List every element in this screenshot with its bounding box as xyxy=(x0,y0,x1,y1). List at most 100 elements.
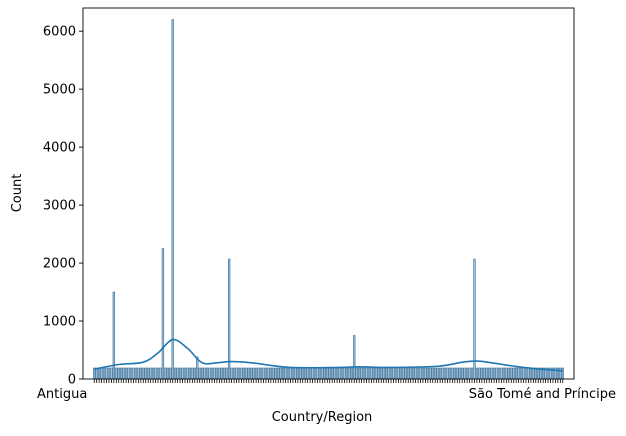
histogram-bar xyxy=(218,367,221,380)
histogram-bar xyxy=(358,367,361,380)
histogram-bar xyxy=(105,367,108,380)
histogram-bar xyxy=(191,367,194,380)
histogram-bar xyxy=(448,367,452,380)
histogram-bar xyxy=(505,367,508,380)
histogram-bar xyxy=(434,367,437,380)
histogram-bar xyxy=(208,367,211,380)
histogram-bar xyxy=(561,367,564,380)
histogram-bar xyxy=(250,367,253,380)
histogram-bar xyxy=(254,367,258,380)
histogram-bar xyxy=(132,367,135,380)
histogram-bar xyxy=(318,367,322,380)
histogram-bar xyxy=(291,367,295,380)
y-tick-label: 6000 xyxy=(43,25,76,40)
histogram-bar xyxy=(205,367,209,380)
histogram-bar xyxy=(438,367,442,380)
histogram-bar xyxy=(188,367,192,380)
histogram-bar xyxy=(147,367,150,380)
histogram-bar xyxy=(102,367,106,380)
histogram-bar xyxy=(326,367,329,380)
histogram-bar xyxy=(144,367,147,380)
histogram-bar xyxy=(372,367,376,380)
bar-group xyxy=(93,19,564,380)
histogram-bar xyxy=(183,367,187,380)
histogram-bar xyxy=(316,367,319,380)
histogram-bar xyxy=(245,367,248,380)
histogram-bar xyxy=(142,367,145,380)
histogram-bar xyxy=(289,367,292,380)
x-tick-label: São Tomé and Príncipe xyxy=(469,387,616,402)
y-tick-group: 0 1000 2000 3000 4000 5000 6000 xyxy=(43,25,83,388)
histogram-bar xyxy=(210,367,214,380)
x-axis-label: Country/Region xyxy=(272,410,373,425)
histogram-bar xyxy=(161,248,165,380)
histogram-bar xyxy=(220,367,223,380)
histogram-bar xyxy=(134,367,138,380)
histogram-bar xyxy=(402,367,405,380)
histogram-bar xyxy=(247,367,250,380)
histogram-bar xyxy=(117,367,120,380)
histogram-bar xyxy=(559,367,562,380)
histogram-bar xyxy=(321,367,324,380)
histogram-bar xyxy=(502,367,506,380)
histogram-bar xyxy=(532,367,535,380)
histogram-bar xyxy=(355,367,358,380)
histogram-bar xyxy=(304,367,307,380)
histogram-bar xyxy=(323,367,326,380)
histogram-bar xyxy=(120,367,123,380)
histogram-bar xyxy=(534,367,537,380)
x-tick-group: Antigua São Tomé and Príncipe xyxy=(37,379,616,402)
histogram-bar xyxy=(115,367,118,380)
histogram-bar xyxy=(365,367,368,380)
kde-line xyxy=(94,338,563,372)
histogram-bar xyxy=(463,367,466,380)
histogram-bar xyxy=(348,367,351,380)
histogram-bar xyxy=(497,367,501,380)
histogram-bar xyxy=(235,367,238,380)
histogram-bar xyxy=(524,367,528,380)
histogram-bar xyxy=(335,367,339,380)
histogram-bar xyxy=(522,367,525,380)
histogram-bar xyxy=(129,367,133,380)
histogram-bar xyxy=(277,367,280,380)
x-tick-label: Antigua xyxy=(37,387,87,402)
histogram-bar xyxy=(380,367,383,380)
histogram-bar xyxy=(461,367,464,380)
histogram-bar xyxy=(122,367,125,380)
histogram-bar xyxy=(465,367,469,380)
histogram-bar xyxy=(458,367,461,380)
histogram-bar xyxy=(166,367,169,380)
histogram-bar xyxy=(397,367,400,380)
histogram-bar xyxy=(311,367,314,380)
histogram-bar xyxy=(483,367,486,380)
y-tick-label: 4000 xyxy=(43,141,76,156)
histogram-bar xyxy=(328,367,331,380)
histogram-bar xyxy=(414,367,417,380)
histogram-bar xyxy=(436,367,439,380)
histogram-bar xyxy=(510,367,513,380)
histogram-bar xyxy=(529,367,533,380)
histogram-bar xyxy=(240,367,243,380)
histogram-bar xyxy=(495,367,498,380)
histogram-bar xyxy=(225,367,228,380)
histogram-bar xyxy=(201,367,204,380)
histogram-bar xyxy=(301,367,304,380)
histogram-bar xyxy=(95,367,98,380)
histogram-bar xyxy=(110,367,113,380)
histogram-bar xyxy=(127,367,130,380)
histogram-bar xyxy=(419,367,422,380)
histogram-bar xyxy=(279,367,282,380)
histogram-bar xyxy=(443,367,447,380)
histogram-bar xyxy=(294,367,297,380)
histogram-bar xyxy=(353,335,356,380)
histogram-bar xyxy=(296,367,300,380)
histogram-bar xyxy=(97,367,101,380)
histogram-bar xyxy=(492,367,496,380)
histogram-bar xyxy=(488,367,491,380)
histogram-bar xyxy=(446,367,449,380)
histogram-bar xyxy=(306,367,309,380)
histogram-bar xyxy=(451,367,454,380)
histogram-bar xyxy=(151,367,155,380)
plot-frame xyxy=(82,7,575,380)
histogram-bar xyxy=(470,367,474,380)
